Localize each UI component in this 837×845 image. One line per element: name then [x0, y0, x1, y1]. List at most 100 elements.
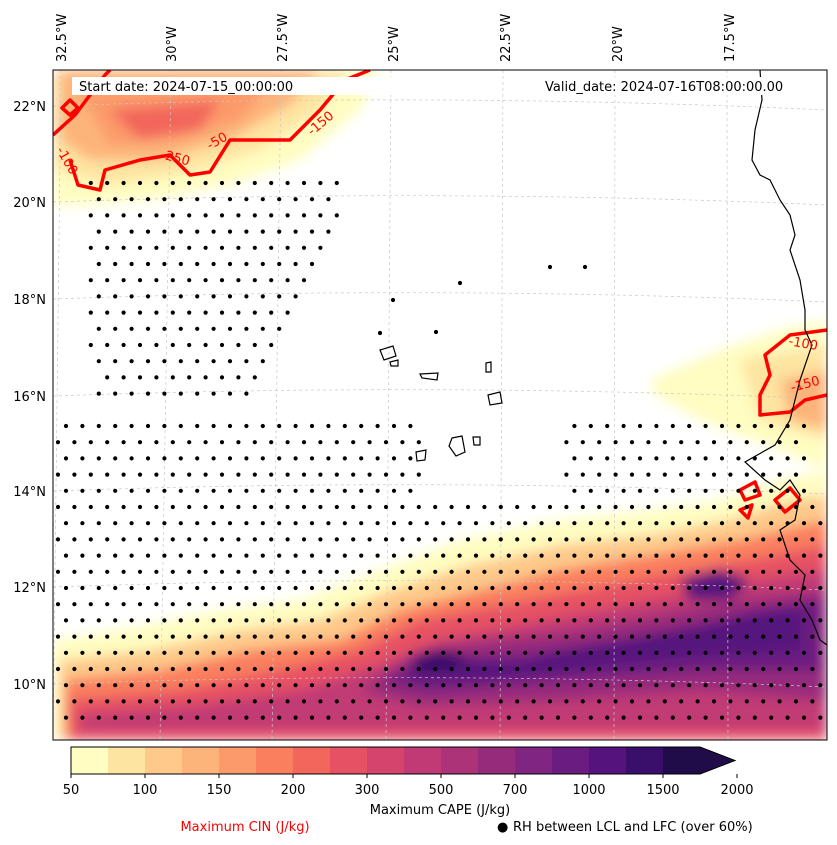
rh-dot	[564, 666, 569, 672]
rh-dot	[728, 602, 733, 607]
rh-dot	[285, 666, 290, 672]
cape-colorbar	[70, 746, 737, 775]
rh-dot	[113, 261, 118, 267]
rh-dot	[498, 699, 503, 704]
rh-dot	[391, 423, 397, 429]
rh-dot	[679, 537, 684, 542]
rh-dot	[555, 521, 561, 526]
rh-dot	[203, 569, 208, 574]
rh-dot	[121, 440, 126, 445]
colorbar-segment	[145, 747, 183, 774]
rh-dot	[342, 423, 347, 429]
rh-dot	[252, 342, 257, 348]
rh-dot	[351, 440, 356, 445]
rh-dot	[80, 488, 85, 493]
rh-dot	[810, 504, 815, 510]
rh-dot	[211, 488, 216, 493]
rh-dot	[703, 585, 708, 591]
rh-dot	[195, 456, 200, 461]
rh-dot	[629, 440, 635, 445]
rh-dot	[679, 569, 684, 574]
rh-dot	[547, 666, 553, 672]
rh-dot	[154, 342, 159, 348]
rh-dot	[145, 456, 151, 461]
rh-dot	[523, 618, 528, 623]
rh-dot	[818, 618, 823, 623]
rh-dot	[105, 666, 110, 672]
rh-dot	[121, 375, 126, 380]
rh-dot	[359, 683, 364, 688]
rh-dot	[277, 521, 282, 526]
rh-dot	[326, 650, 331, 655]
rh-dot	[408, 456, 413, 461]
rh-dot	[145, 715, 151, 720]
rh-dot	[523, 585, 528, 591]
rh-dot	[129, 294, 134, 299]
rh-dot	[129, 261, 134, 267]
rh-dot	[367, 569, 372, 574]
rh-dot	[113, 488, 118, 493]
rh-dot	[588, 618, 593, 623]
colorbar-segment	[441, 747, 479, 774]
rh-dot	[728, 666, 733, 672]
rh-dot	[515, 504, 520, 510]
rh-dot	[277, 488, 282, 493]
rh-dot	[55, 602, 61, 607]
rh-dot	[711, 666, 717, 672]
rh-dot	[211, 423, 216, 429]
rh-dot	[351, 634, 356, 639]
rh-dot	[219, 666, 225, 672]
rh-dot	[318, 213, 323, 218]
rh-dot	[96, 391, 101, 396]
rh-dot	[318, 602, 323, 607]
rh-dot	[277, 650, 282, 655]
rh-dot	[121, 310, 126, 315]
rh-dot	[621, 650, 626, 655]
rh-dot	[72, 569, 77, 574]
rh-dot	[482, 634, 487, 639]
rh-dot	[244, 683, 249, 688]
rh-dot	[170, 472, 175, 477]
rh-dot	[744, 699, 749, 704]
rh-dot	[662, 699, 667, 704]
rh-dot	[285, 634, 290, 639]
rh-dot	[637, 521, 643, 526]
rh-dot	[170, 602, 175, 607]
rh-dot	[408, 650, 413, 655]
rh-dot	[162, 391, 167, 396]
lat-label: 18°N	[13, 293, 46, 308]
rh-dot	[277, 553, 282, 558]
rh-dot	[498, 666, 503, 672]
rh-dot	[105, 440, 110, 445]
rh-dot	[605, 618, 610, 623]
rh-dot	[236, 634, 241, 639]
rh-dot	[88, 213, 93, 218]
rh-dot	[490, 650, 495, 655]
rh-dot	[293, 229, 298, 234]
rh-dot	[810, 537, 815, 542]
rh-dot	[490, 715, 495, 720]
rh-dot	[391, 683, 397, 688]
rh-dot	[408, 488, 413, 493]
rh-dot	[679, 666, 684, 672]
rh-dot	[309, 683, 315, 688]
rh-dot	[523, 683, 528, 688]
rh-dot	[564, 472, 569, 477]
rh-dot	[211, 618, 216, 623]
rh-dot	[687, 456, 692, 461]
rh-dot	[736, 715, 741, 720]
rh-dot	[752, 423, 757, 429]
colorbar-tick-labels: 50 100 150 200 300 500 700 1000 1500 2000	[63, 774, 754, 798]
rh-dot	[801, 488, 807, 493]
latitude-labels: 22°N 20°N 18°N 16°N 14°N 12°N 10°N	[13, 100, 46, 693]
rh-dot	[277, 618, 282, 623]
rh-dot	[777, 504, 782, 510]
rh-dot	[236, 278, 241, 283]
rh-dot	[342, 650, 347, 655]
rh-dot	[391, 715, 397, 720]
rh-dot	[145, 585, 151, 591]
rh-dot	[269, 472, 274, 477]
rh-dot	[769, 521, 774, 526]
rh-dot	[301, 602, 307, 607]
rh-dot	[769, 456, 774, 461]
